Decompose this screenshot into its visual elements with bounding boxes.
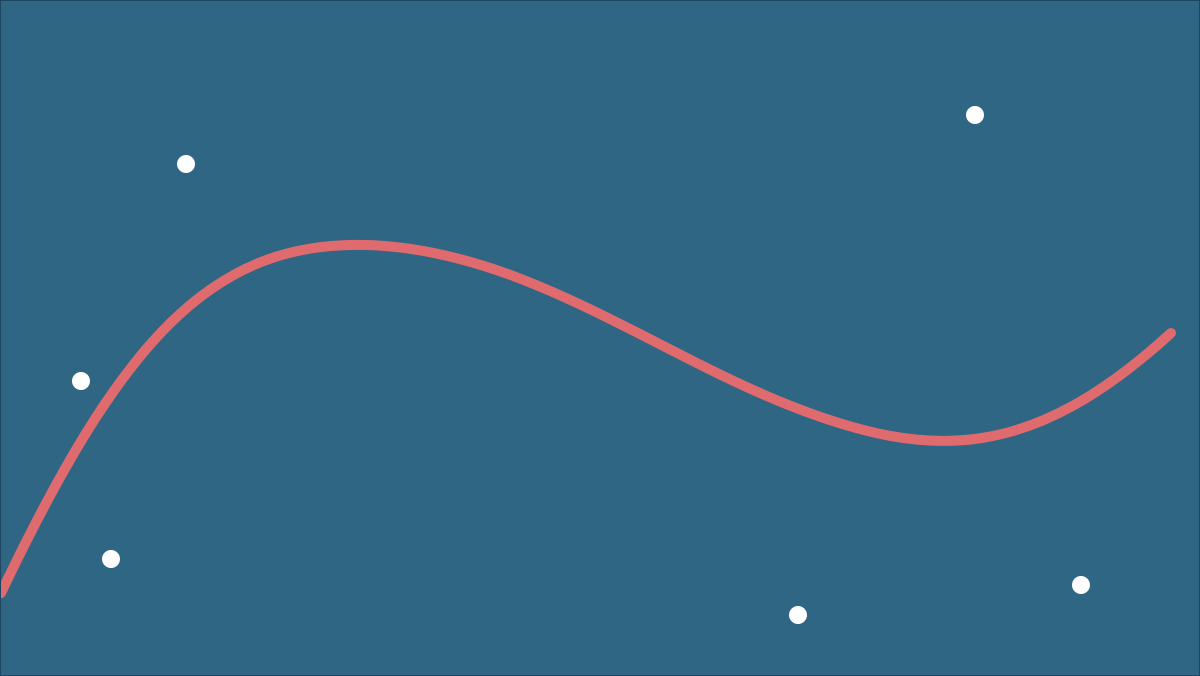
scatter-point: [966, 106, 984, 124]
scatter-point: [177, 155, 195, 173]
scatter-point: [72, 372, 90, 390]
scatter-point: [1072, 576, 1090, 594]
curve-line: [1, 239, 1176, 598]
scatter-point: [789, 606, 807, 624]
scatter-point: [102, 550, 120, 568]
scatter-points: [72, 106, 1090, 624]
